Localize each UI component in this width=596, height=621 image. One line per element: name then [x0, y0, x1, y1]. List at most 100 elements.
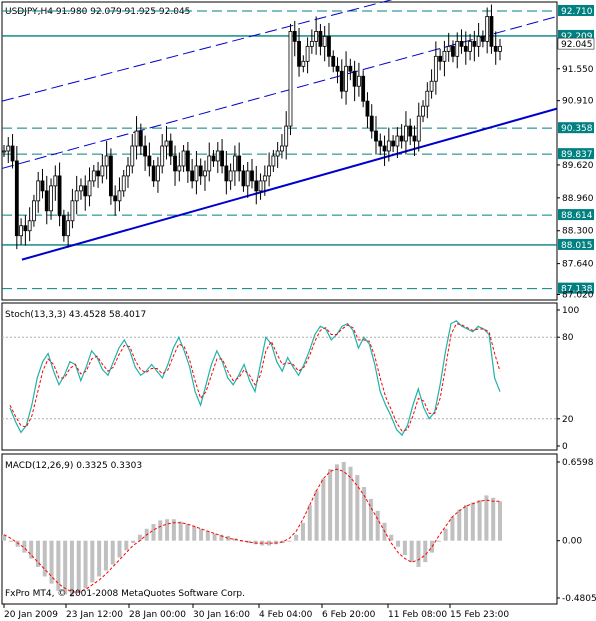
price-level-label: 87.138 — [561, 285, 593, 295]
macd-bar — [219, 534, 224, 541]
candle-body — [327, 35, 331, 57]
time-tick-label: 6 Feb 20:00 — [322, 610, 376, 620]
stoch-panel[interactable]: Stoch(13,3,3) 43.4528 58.4017 100 80 20 0 — [1, 302, 579, 452]
price-tick-label: 88.960 — [562, 194, 594, 204]
macd-bar — [35, 540, 40, 567]
macd-bar — [396, 540, 401, 547]
current-price-box — [557, 37, 595, 50]
macd-bar — [287, 540, 292, 542]
channel-support-line[interactable] — [21, 107, 558, 261]
candle-body — [404, 125, 408, 142]
candle-body — [104, 155, 109, 167]
candle-body — [177, 165, 182, 172]
candle-body — [356, 75, 361, 87]
time-tick-label: 15 Feb 23:00 — [450, 610, 509, 620]
channel-mid-line[interactable] — [1, 15, 558, 169]
time-tick-label: 28 Jan 00:00 — [129, 610, 186, 620]
candle-body — [386, 140, 391, 152]
macd-bar — [171, 519, 176, 541]
price-panel[interactable]: USDJPY,H4 91.980 92.079 91.925 92.045 92… — [1, 0, 595, 301]
candle-body — [305, 45, 310, 62]
macd-bar — [110, 540, 115, 565]
macd-bar — [484, 495, 489, 541]
macd-bar — [450, 516, 455, 541]
candle-body — [14, 160, 19, 237]
candle-body — [40, 180, 45, 192]
candle-body — [113, 195, 118, 202]
channel-upper-line[interactable] — [1, 0, 557, 102]
candle-body — [382, 145, 387, 152]
candle-body — [2, 150, 6, 153]
candle-body — [365, 100, 370, 117]
time-tick-label: 4 Feb 04:00 — [259, 610, 313, 620]
candle-body — [288, 31, 293, 127]
macd-bar — [124, 540, 129, 551]
macd-bar — [205, 531, 210, 541]
price-tick-label: 88.300 — [562, 227, 594, 237]
macd-bar — [300, 522, 305, 541]
time-tick-label: 11 Feb 08:00 — [388, 610, 447, 620]
candle-body — [130, 145, 135, 167]
trend-channel[interactable] — [1, 0, 558, 261]
stoch-panel-frame — [1, 302, 558, 451]
macd-bar — [158, 520, 163, 541]
candle-body — [181, 150, 186, 167]
candle-body — [284, 125, 289, 147]
candle-body — [198, 165, 203, 177]
price-level-label-bg — [558, 4, 594, 16]
candle-body — [369, 115, 374, 132]
macd-bar — [273, 540, 278, 545]
macd-bar — [294, 534, 299, 541]
stoch-main-line — [9, 320, 501, 437]
macd-panel[interactable]: MACD(12,26,9) 0.3325 0.3303 0.6598 0.00 -0… — [1, 453, 596, 605]
candle-body — [6, 145, 11, 152]
candle-body — [335, 65, 340, 72]
candle-body — [194, 165, 199, 182]
candle-body — [480, 35, 485, 42]
candle-body — [211, 155, 216, 162]
macd-tick-label: 0.00 — [562, 537, 582, 547]
candle-body — [468, 40, 472, 52]
stoch-tick-label: 20 — [562, 415, 574, 425]
macd-bar — [436, 540, 441, 542]
macd-bar — [69, 540, 74, 597]
macd-bar — [341, 461, 346, 541]
horizontal-levels — [2, 10, 557, 290]
candle-body — [348, 65, 353, 72]
macd-bar — [457, 509, 462, 541]
macd-bar — [314, 490, 319, 541]
macd-bar — [22, 540, 27, 553]
candle-body — [493, 45, 498, 52]
macd-bar — [402, 540, 407, 556]
macd-bar — [246, 540, 251, 544]
macd-bar — [131, 540, 136, 544]
candle-body — [164, 140, 169, 147]
candle-body — [91, 170, 96, 182]
candle-body — [173, 155, 177, 172]
candle-body — [237, 155, 242, 172]
stoch-tick-label: 0 — [562, 442, 568, 452]
price-level-label: 92.710 — [561, 7, 593, 17]
candle-body — [267, 165, 272, 177]
stoch-tick-label: 100 — [562, 306, 579, 316]
candle-body — [190, 170, 195, 182]
candle-body — [433, 55, 438, 82]
macd-bar — [29, 540, 34, 559]
candle-body — [151, 165, 156, 182]
candle-body — [87, 180, 92, 197]
macd-bar — [56, 540, 61, 591]
candle-body — [160, 145, 165, 167]
candle-body — [416, 115, 421, 142]
candle-body — [301, 60, 306, 67]
candle-body — [374, 130, 378, 142]
price-level-label: 89.837 — [561, 150, 593, 160]
candle-body — [241, 170, 246, 187]
candle-body — [147, 155, 152, 167]
price-level-label-bg — [558, 122, 594, 134]
price-level-label-bg — [558, 148, 594, 160]
candle-body — [485, 16, 490, 42]
stoch-tick-label: 80 — [562, 333, 574, 343]
candle-body — [498, 45, 502, 52]
candle-body — [344, 65, 348, 92]
